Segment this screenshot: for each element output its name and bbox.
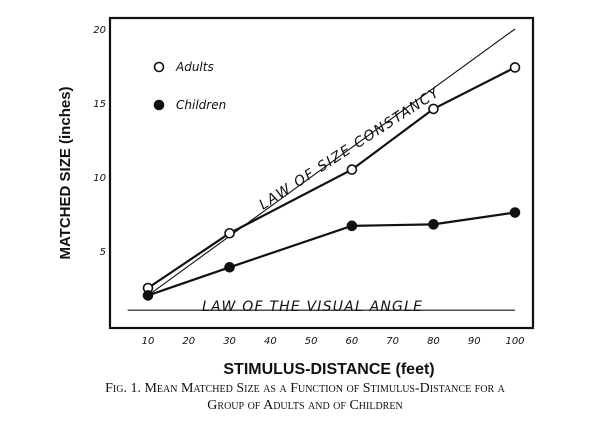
figure-caption: Fig. 1. Mean Matched Size as a Function … bbox=[0, 380, 610, 414]
legend-label-children: Children bbox=[176, 98, 226, 112]
law-size-constancy-label: LAW OF SIZE CONSTANCY bbox=[256, 84, 443, 213]
data-point-children bbox=[509, 207, 521, 218]
data-point-adults bbox=[509, 62, 521, 73]
y-tick-label: 20 bbox=[93, 25, 106, 36]
x-tick-label: 20 bbox=[182, 336, 195, 347]
x-tick-label: 50 bbox=[305, 336, 318, 347]
x-tick-label: 90 bbox=[468, 336, 481, 347]
y-axis-label: MATCHED SIZE (inches) bbox=[57, 86, 74, 259]
caption-line-1: Fig. 1. Mean Matched Size as a Function … bbox=[105, 381, 505, 396]
legend-label-adults: Adults bbox=[175, 60, 214, 74]
x-tick-label: 40 bbox=[264, 336, 277, 347]
law-visual-angle-label: LAW OF THE VISUAL ANGLE bbox=[202, 299, 423, 315]
x-tick-label: 30 bbox=[223, 336, 236, 347]
reference-line-size-constancy bbox=[147, 28, 516, 296]
data-point-adults bbox=[224, 227, 235, 239]
x-axis-label: STIMULUS-DISTANCE (feet) bbox=[223, 361, 434, 378]
x-tick-label: 70 bbox=[386, 336, 399, 347]
x-tick-label: 10 bbox=[142, 336, 155, 347]
x-tick-label: 100 bbox=[505, 336, 524, 347]
y-tick-label: 5 bbox=[100, 247, 106, 258]
data-point-adults bbox=[428, 103, 439, 115]
plot-frame bbox=[108, 16, 535, 330]
data-point-children bbox=[224, 261, 235, 273]
x-tick-label: 60 bbox=[346, 336, 359, 347]
caption-line-2: Group of Adults and of Children bbox=[207, 398, 403, 413]
legend-marker-children bbox=[153, 99, 165, 111]
y-tick-label: 10 bbox=[93, 173, 106, 184]
series-line-children bbox=[147, 211, 516, 297]
data-point-children bbox=[428, 219, 439, 230]
data-point-adults bbox=[346, 164, 358, 175]
y-tick-label: 15 bbox=[93, 99, 106, 110]
data-point-children bbox=[346, 220, 358, 232]
data-point-children bbox=[142, 290, 154, 301]
chart: 10 20 30 40 50 60 70 80 90 100 5 10 15 20 Adults Chil… bbox=[57, 16, 535, 378]
legend-marker-adults bbox=[153, 61, 165, 73]
x-tick-label: 80 bbox=[427, 336, 440, 347]
